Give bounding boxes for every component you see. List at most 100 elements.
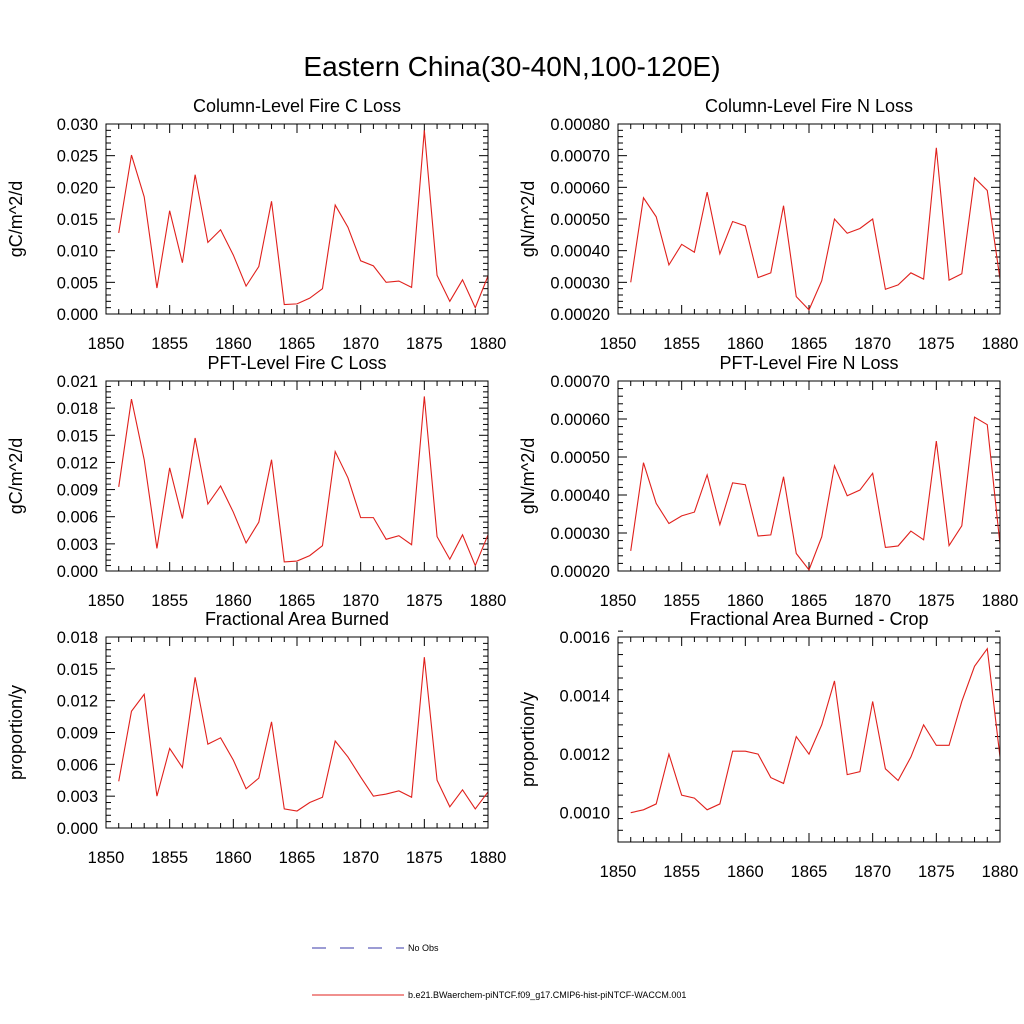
x-tick-label: 1865 (279, 335, 316, 353)
chart-panel-5: Fractional Area Burned proportion/y 1850 18… (6, 609, 506, 867)
chart-panel-1: Column-Level Fire C Loss gC/m^2/d 1850 1855… (6, 96, 506, 353)
figure-title: Eastern China(30-40N,100-120E) (303, 51, 720, 82)
x-tick-label: 1870 (854, 335, 891, 353)
y-tick-label: 0.018 (57, 629, 98, 647)
y-tick-label: 0.025 (57, 148, 98, 166)
y-tick-label: 0.021 (57, 373, 98, 391)
y-tick-label: 0.020 (57, 179, 98, 197)
y-axis-label: proportion/y (6, 685, 26, 780)
series-line (118, 657, 489, 812)
y-axis-label: gC/m^2/d (6, 438, 26, 514)
x-tick-label: 1865 (279, 592, 316, 610)
series-line (630, 416, 1001, 571)
x-tick-label: 1860 (215, 849, 252, 867)
x-tick-label: 1870 (342, 335, 379, 353)
plot-frame (617, 380, 1001, 572)
panel-title: Column-Level Fire N Loss (705, 96, 913, 116)
x-tick-label: 1880 (982, 335, 1019, 353)
plot-frame (105, 636, 489, 829)
legend: No Obs b.e21.BWaerchem-piNTCF.f09_g17.CM… (312, 943, 686, 1000)
x-tick-label: 1850 (600, 335, 637, 353)
x-tick-label: 1850 (600, 863, 637, 881)
y-tick-label: 0.018 (57, 400, 98, 418)
y-tick-label: 0.000 (57, 820, 98, 838)
x-tick-label: 1870 (854, 863, 891, 881)
chart-panel-6: Fractional Area Burned - Crop proportion/… (518, 609, 1018, 881)
y-tick-label: 0.006 (57, 756, 98, 774)
panel-title: PFT-Level Fire C Loss (207, 353, 386, 373)
y-tick-label: 0.00020 (550, 306, 610, 324)
x-tick-label: 1855 (151, 592, 188, 610)
x-tick-label: 1880 (470, 335, 507, 353)
y-tick-label: 0.0014 (560, 688, 610, 706)
x-tick-label: 1880 (982, 592, 1019, 610)
x-tick-label: 1865 (791, 592, 828, 610)
x-tick-label: 1880 (982, 863, 1019, 881)
x-tick-label: 1855 (151, 335, 188, 353)
x-tick-label: 1860 (215, 592, 252, 610)
plot-frame (105, 123, 489, 315)
panel-title: Fractional Area Burned (205, 609, 389, 629)
x-tick-label: 1875 (406, 592, 443, 610)
series-line (118, 130, 489, 310)
x-tick-label: 1855 (151, 849, 188, 867)
y-tick-label: 0.00040 (550, 243, 610, 261)
x-tick-label: 1870 (342, 592, 379, 610)
y-tick-label: 0.00070 (550, 148, 610, 166)
plot-frame (617, 123, 1001, 315)
x-tick-label: 1875 (918, 592, 955, 610)
y-tick-label: 0.030 (57, 116, 98, 134)
x-tick-label: 1855 (663, 863, 700, 881)
x-tick-label: 1850 (88, 849, 125, 867)
chart-panel-3: PFT-Level Fire C Loss gC/m^2/d 1850 1855 186… (6, 353, 506, 610)
x-tick-label: 1860 (727, 335, 764, 353)
x-tick-label: 1865 (791, 335, 828, 353)
y-tick-label: 0.015 (57, 427, 98, 445)
x-tick-label: 1875 (406, 849, 443, 867)
panel-title: Fractional Area Burned - Crop (689, 609, 928, 629)
y-tick-label: 0.0010 (560, 805, 610, 823)
legend-label-no-obs: No Obs (408, 943, 439, 953)
x-tick-label: 1855 (663, 592, 700, 610)
legend-label-model-run: b.e21.BWaerchem-piNTCF.f09_g17.CMIP6-his… (408, 990, 686, 1000)
y-tick-label: 0.00080 (550, 116, 610, 134)
y-tick-label: 0.00030 (550, 274, 610, 292)
y-tick-label: 0.003 (57, 536, 98, 554)
plot-frame (105, 380, 489, 572)
chart-panel-4: PFT-Level Fire N Loss gN/m^2/d 1850 1855 186… (518, 353, 1018, 610)
y-tick-label: 0.012 (57, 693, 98, 711)
x-tick-label: 1880 (470, 849, 507, 867)
y-tick-label: 0.003 (57, 788, 98, 806)
x-tick-label: 1860 (727, 863, 764, 881)
y-axis-label: gC/m^2/d (6, 181, 26, 257)
y-tick-label: 0.015 (57, 661, 98, 679)
y-tick-label: 0.00020 (550, 563, 610, 581)
x-tick-label: 1850 (600, 592, 637, 610)
y-tick-label: 0.0012 (560, 746, 610, 764)
y-tick-label: 0.00060 (550, 179, 610, 197)
y-tick-label: 0.00040 (550, 487, 610, 505)
y-tick-label: 0.009 (57, 725, 98, 743)
x-tick-label: 1865 (279, 849, 316, 867)
y-axis-label: gN/m^2/d (518, 181, 538, 257)
y-axis-label: gN/m^2/d (518, 438, 538, 514)
y-tick-label: 0.005 (57, 274, 98, 292)
panel-title: Column-Level Fire C Loss (193, 96, 401, 116)
y-axis-label: proportion/y (518, 692, 538, 787)
chart-panel-2: Column-Level Fire N Loss gN/m^2/d 1850 1855… (518, 96, 1018, 353)
y-tick-label: 0.000 (57, 563, 98, 581)
y-tick-label: 0.010 (57, 243, 98, 261)
y-tick-label: 0.000 (57, 306, 98, 324)
x-tick-label: 1875 (918, 863, 955, 881)
y-tick-label: 0.006 (57, 509, 98, 527)
series-line (630, 647, 1001, 814)
plot-frame (617, 636, 1001, 843)
x-tick-label: 1870 (342, 849, 379, 867)
x-tick-label: 1880 (470, 592, 507, 610)
x-tick-label: 1860 (727, 592, 764, 610)
series-line (630, 147, 1001, 311)
y-tick-label: 0.0016 (560, 629, 610, 647)
x-tick-label: 1875 (918, 335, 955, 353)
x-tick-label: 1875 (406, 335, 443, 353)
